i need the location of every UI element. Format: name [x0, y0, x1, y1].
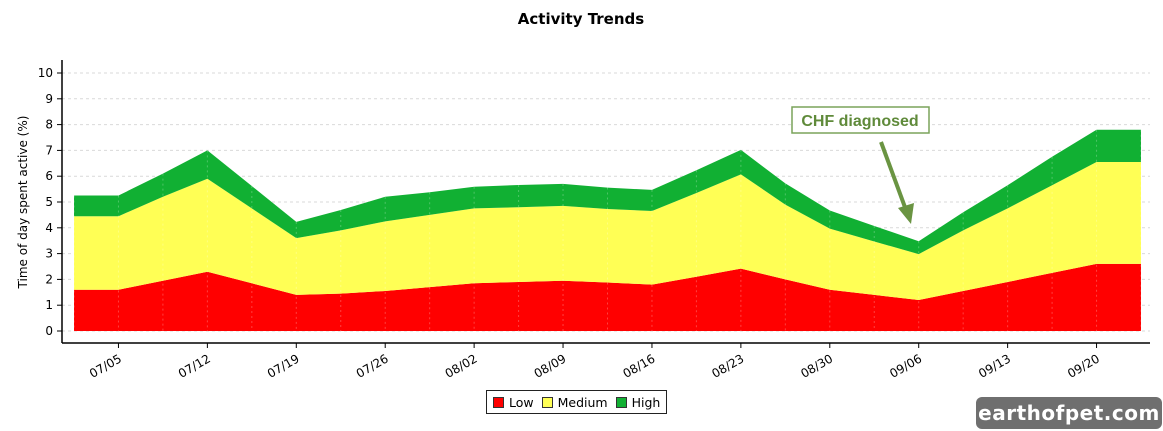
y-tick-label: 8: [45, 118, 53, 132]
x-axis-ticks: 07/05 07/12 07/19 07/26 08/02 08/09 08/16 08/23…: [87, 343, 1102, 381]
legend-item-low: Low: [493, 395, 534, 410]
x-tick-label: 09/13: [976, 351, 1013, 380]
legend-item-high: High: [615, 394, 661, 410]
legend-label-medium: Medium: [557, 394, 608, 410]
chart-title: Activity Trends: [518, 10, 644, 28]
annotation-arrow-shaft: [879, 141, 908, 211]
legend-swatch-medium: [541, 396, 553, 408]
y-tick-label: 7: [45, 143, 53, 157]
y-tick-label: 5: [45, 195, 53, 209]
area-medium: [74, 162, 1141, 300]
x-tick-label: 08/23: [709, 351, 746, 380]
y-tick-label: 4: [45, 221, 53, 235]
x-tick-label: 09/20: [1065, 351, 1102, 380]
annotation-box: [791, 106, 930, 134]
x-tick-label: 08/30: [798, 351, 835, 380]
area-low: [74, 263, 1141, 331]
annotation-arrowhead: [898, 203, 914, 224]
x-tick-label: 08/16: [620, 351, 657, 380]
y-tick-label: 2: [45, 272, 53, 286]
x-tick-label: 07/19: [265, 351, 302, 380]
x-tick-label: 07/26: [354, 351, 391, 380]
y-tick-label: 6: [45, 169, 53, 183]
area-high: [74, 129, 1141, 255]
legend-label-low: Low: [509, 394, 534, 410]
chart-legend: Low Medium High: [486, 390, 668, 414]
legend-swatch-low: [493, 396, 504, 408]
legend-item-medium: Medium: [541, 394, 608, 410]
x-tick-label: 08/09: [532, 351, 569, 380]
y-axis-label: Time of day spent active (%): [16, 116, 30, 290]
annotation-label: CHF diagnosed: [801, 113, 918, 130]
legend-label-high: High: [631, 394, 661, 410]
legend-swatch-high: [615, 396, 627, 408]
y-tick-label: 1: [45, 298, 53, 312]
x-tick-label: 08/02: [443, 351, 480, 380]
y-tick-label: 0: [45, 324, 53, 338]
x-tick-label: 09/06: [887, 351, 924, 380]
y-axis-ticks: 0 1 2 3 4 5 6 7 8 9 10: [38, 66, 62, 338]
x-tick-label: 07/05: [87, 351, 124, 380]
stacked-areas: [73, 129, 1142, 331]
y-tick-label: 9: [45, 92, 53, 106]
x-tick-label: 07/12: [176, 351, 213, 380]
watermark-logo: earthofpet.com: [976, 397, 1162, 429]
y-tick-label: 10: [38, 66, 53, 80]
chf-annotation: CHF diagnosed: [791, 106, 930, 224]
y-tick-label: 3: [45, 247, 53, 261]
